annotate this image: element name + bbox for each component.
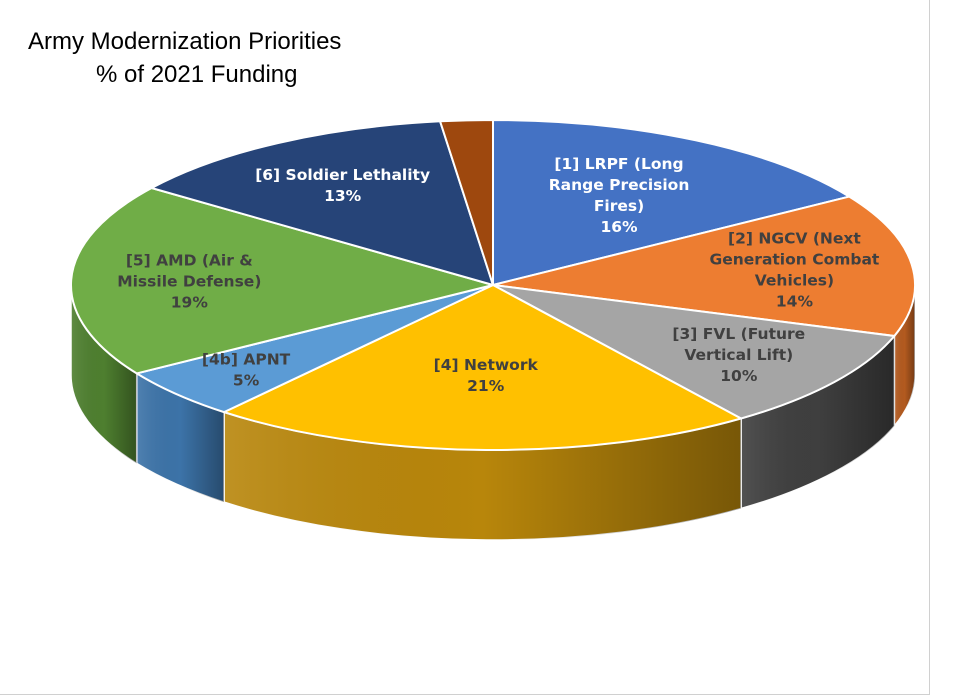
slice-label-7: [6] Soldier Lethality 13% <box>255 166 430 205</box>
pie-slice-1 <box>492 119 851 286</box>
slice-name-line: [6] Soldier Lethality <box>255 166 430 184</box>
slice-label-2: [2] NGCV (Next Generation Combat Vehicles)… <box>710 230 880 311</box>
slice-percent-label: 19% <box>171 293 209 311</box>
slice-percent-label: 10% <box>720 367 758 385</box>
pie-slice-side-shade-6 <box>71 285 137 464</box>
slice-name-line: Generation Combat <box>710 251 880 269</box>
slice-label-3: [3] FVL (Future Vertical Lift) 10% <box>672 325 805 385</box>
slice-percent-label: 5% <box>233 372 260 390</box>
slice-name-line: [4] Network <box>434 356 539 374</box>
slice-name-line: Vertical Lift) <box>684 346 793 364</box>
slice-name-line: Fires) <box>594 197 644 215</box>
pie-slice-2 <box>492 195 916 337</box>
slice-name-line: [1] LRPF (Long <box>554 155 683 173</box>
slice-name-line: Vehicles) <box>755 272 834 290</box>
slice-percent-label: 21% <box>467 377 505 395</box>
pie-slice-side-shade-3 <box>741 335 895 509</box>
pie-slice-8 <box>439 119 494 286</box>
slice-name-line: [3] FVL (Future <box>672 325 805 343</box>
slice-label-4: [4] Network 21% <box>434 356 539 395</box>
slice-label-5: [4b] APNT 5% <box>202 351 291 390</box>
chart-title-line2: % of 2021 Funding <box>96 61 298 88</box>
slice-label-6: [5] AMD (Air & Missile Defense) 19% <box>117 251 261 311</box>
slice-name-line: [5] AMD (Air & <box>126 251 253 269</box>
slice-name-line: [4b] APNT <box>202 351 291 369</box>
pie-slice-7 <box>150 120 494 286</box>
slice-percent-label: 13% <box>324 187 362 205</box>
slice-percent-label: 16% <box>600 218 638 236</box>
chart-title-line1: Army Modernization Priorities <box>28 28 342 55</box>
chart-frame <box>0 0 930 695</box>
slice-percent-label: 14% <box>776 293 814 311</box>
pie-slice-3 <box>492 284 896 420</box>
pie-slice-4 <box>223 284 743 451</box>
slice-label-1: [1] LRPF (Long Range Precision Fires) 16% <box>549 155 690 236</box>
slice-name-line: [2] NGCV (Next <box>728 230 861 248</box>
slice-name-line: Range Precision <box>549 176 690 194</box>
slice-name-line: Missile Defense) <box>117 272 261 290</box>
pie-slice-side-shade-2 <box>894 285 915 426</box>
pie-slice-6 <box>70 187 494 375</box>
